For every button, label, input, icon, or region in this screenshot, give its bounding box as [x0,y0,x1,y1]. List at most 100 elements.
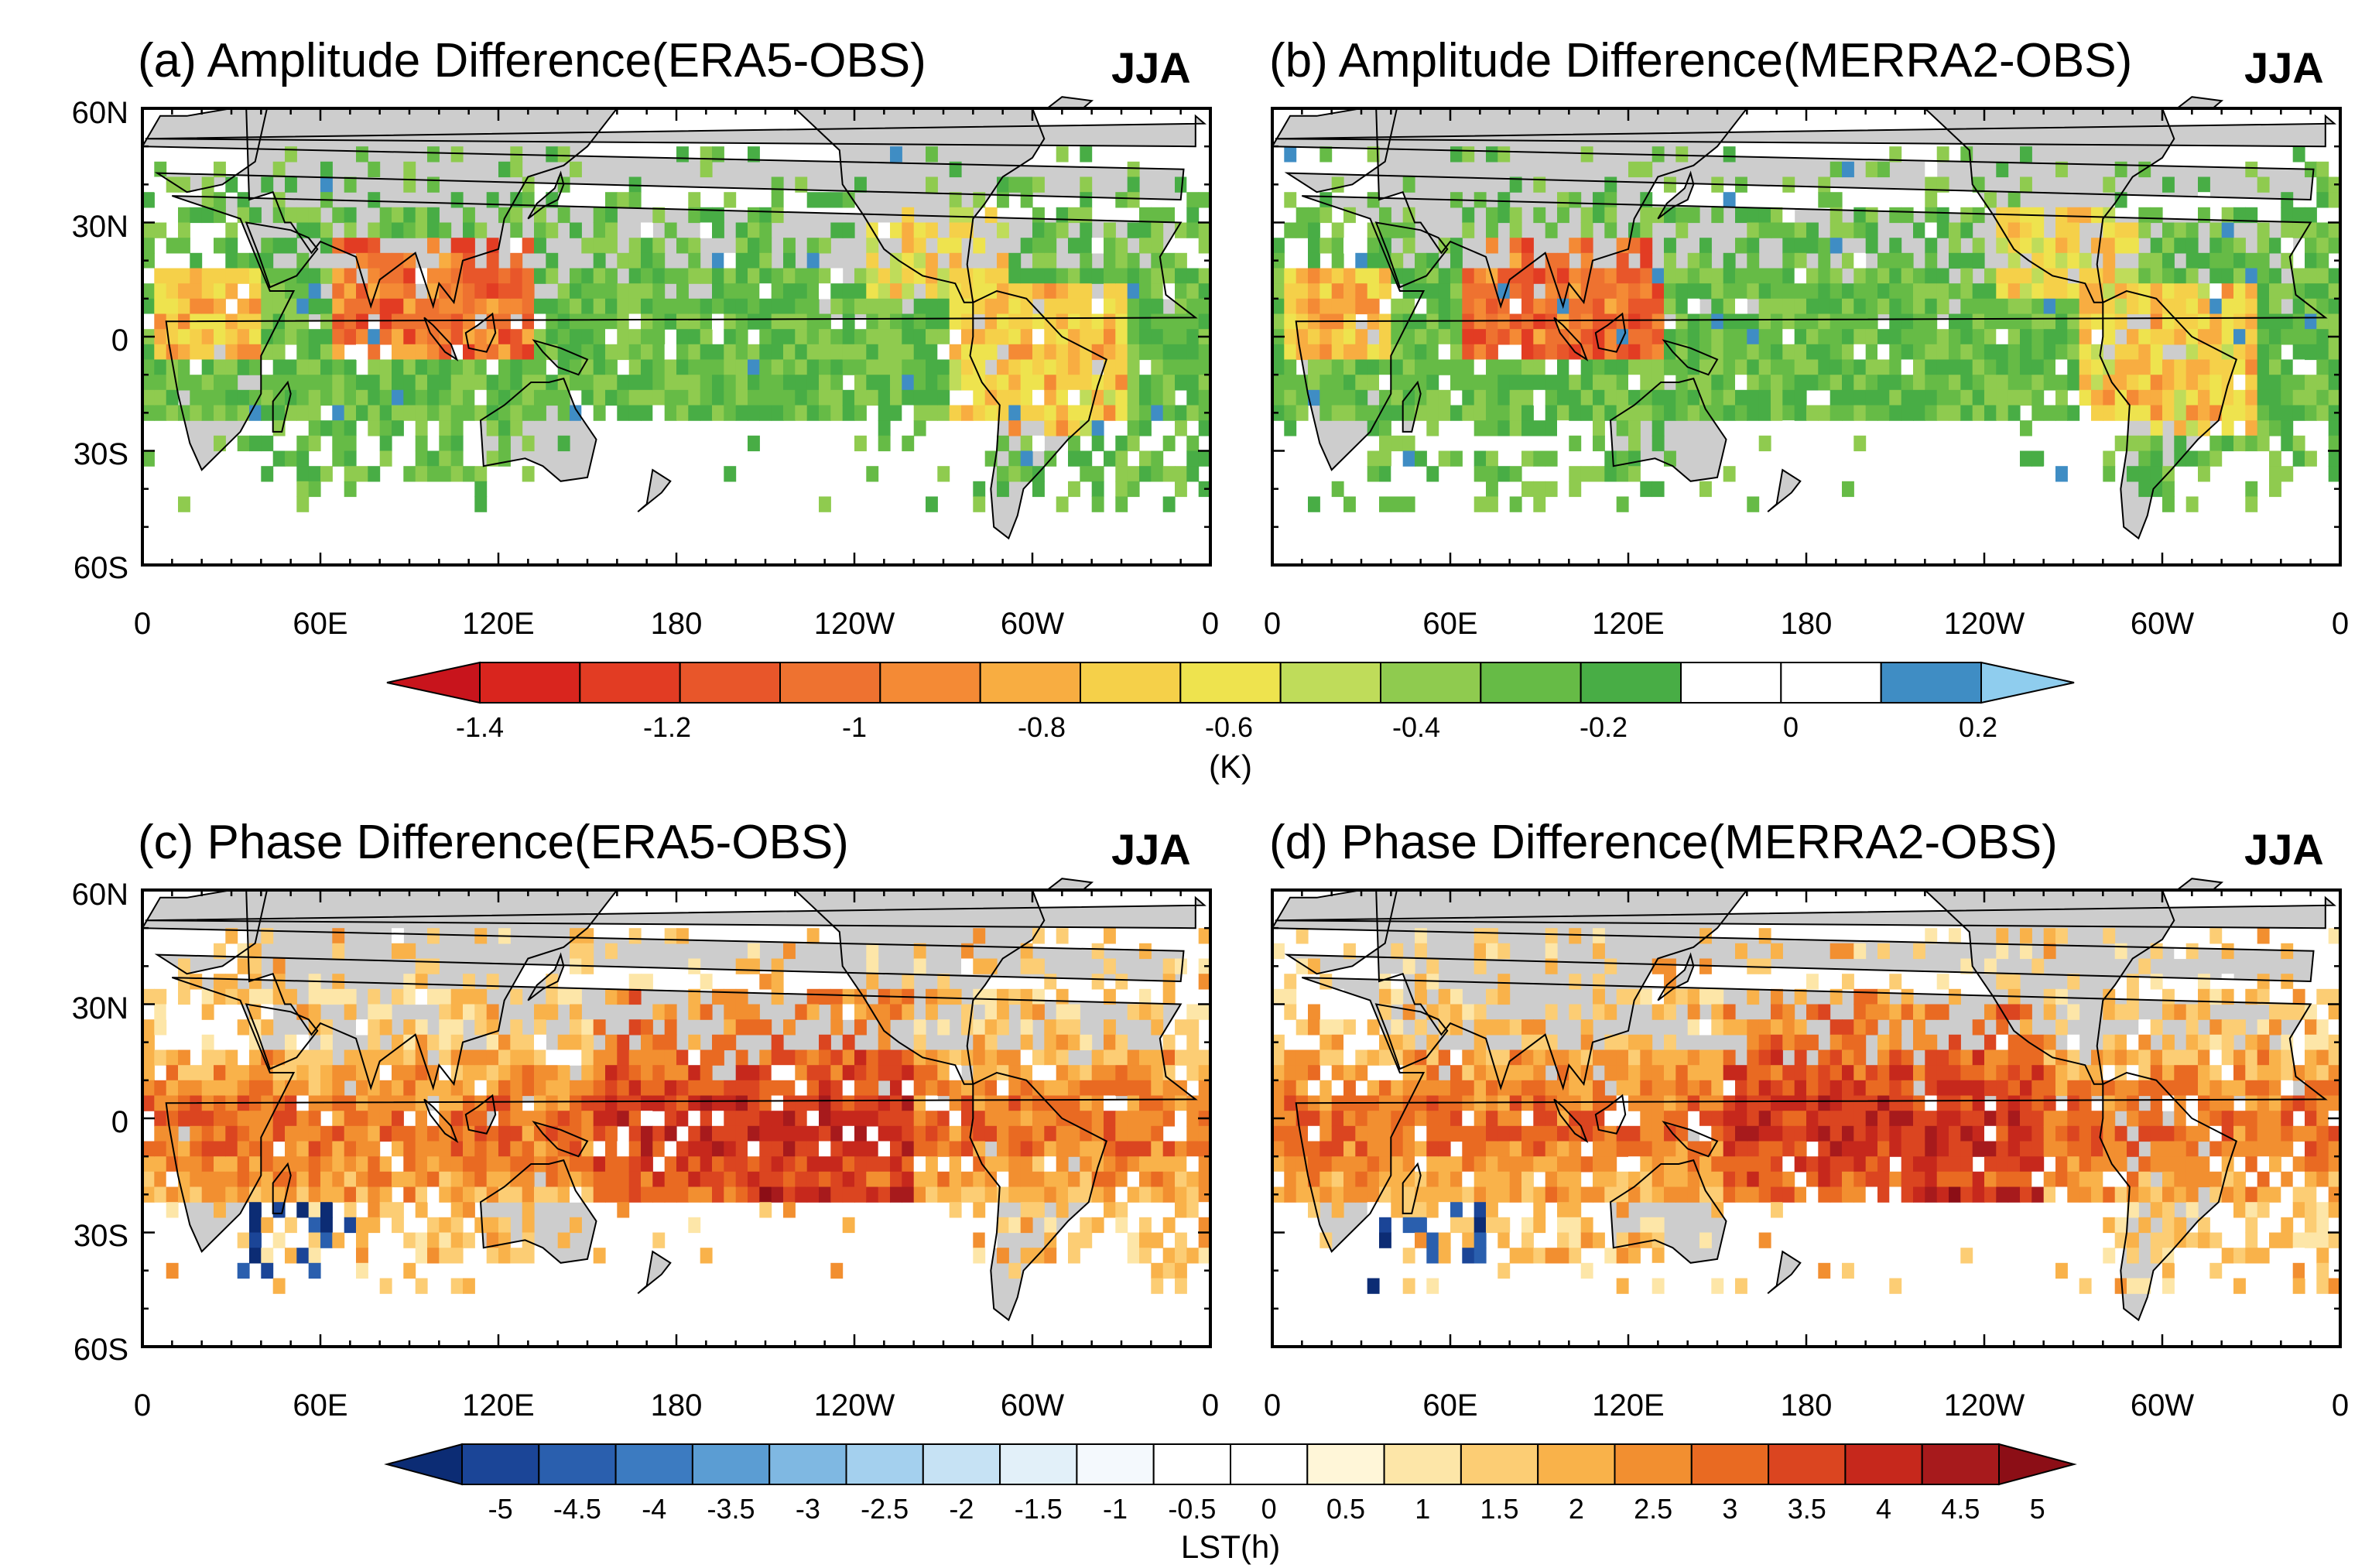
season-label: JJA [2244,43,2324,92]
data-cell [1925,192,1938,208]
data-cell [1020,375,1033,391]
data-cell [2150,420,2163,437]
data-cell [296,1034,310,1051]
data-cell [1497,1141,1511,1157]
data-cell [997,1019,1009,1036]
data-cell [1032,1049,1045,1066]
data-cell [1949,389,1961,406]
data-cell [984,1125,998,1142]
data-cell [2103,207,2116,224]
data-cell [142,313,155,330]
data-cell [2162,252,2175,269]
data-cell [450,1095,464,1111]
data-cell [1343,1186,1356,1203]
data-cell [296,329,310,345]
data-cell [1462,1065,1475,1081]
data-cell [450,1232,464,1248]
data-cell [178,268,190,284]
data-cell [1008,268,1022,284]
data-cell [379,283,392,300]
data-cell [2209,313,2223,330]
data-cell [142,1095,155,1111]
data-cell [1080,389,1093,406]
data-cell [1438,298,1451,315]
data-cell [463,1156,475,1173]
data-cell [664,268,677,284]
data-cell [1758,1019,1771,1036]
data-cell [617,252,630,269]
data-cell [1936,298,1949,315]
data-cell [2292,222,2305,238]
data-cell [368,420,381,437]
data-cell [1091,1217,1104,1234]
data-cell [1557,1202,1569,1218]
data-cell [392,928,404,944]
data-cell [510,238,523,254]
data-cell [961,1171,974,1188]
data-cell [1462,375,1475,391]
data-cell [902,1171,915,1188]
data-cell [427,389,440,406]
data-cell [570,988,582,1005]
data-cell [320,1171,333,1188]
data-cell [1771,1171,1783,1188]
data-cell [285,988,297,1005]
data-cell [854,1080,867,1097]
data-cell [2281,405,2294,421]
data-cell [926,1004,938,1020]
data-cell [1020,435,1033,452]
data-cell [2103,405,2116,421]
data-cell [427,1232,440,1248]
data-cell [641,1141,653,1157]
data-cell [1426,298,1439,315]
data-cell [356,313,368,330]
data-cell [1438,313,1451,330]
data-cell [308,1080,321,1097]
data-cell [154,389,167,406]
data-cell [201,1111,214,1127]
data-cell [1127,1080,1140,1097]
data-cell [664,1004,677,1020]
data-cell [1758,1049,1771,1066]
data-cell [1331,283,1344,300]
data-cell [2185,496,2199,512]
data-cell [1865,375,1878,391]
data-cell [1486,1080,1498,1097]
data-cell [1450,1004,1463,1020]
data-cell [379,1065,392,1081]
data-cell [403,988,416,1005]
data-cell [2067,252,2080,269]
data-cell [1020,405,1033,421]
data-cell [1355,1065,1368,1081]
data-cell [1272,283,1285,300]
data-cell [2127,375,2139,391]
data-cell [1604,1186,1617,1203]
data-cell [356,1095,368,1111]
y-tick-label: 60S [73,551,128,585]
data-cell [890,1095,902,1111]
data-cell [1545,1171,1558,1188]
data-cell [201,1141,214,1157]
data-cell [403,1080,416,1097]
data-cell [344,1125,357,1142]
data-cell [1127,1141,1140,1157]
data-cell [1829,313,1843,330]
data-cell [2043,298,2056,315]
data-cell [1794,344,1807,361]
data-cell [2138,222,2151,238]
data-cell [1474,1248,1487,1264]
data-cell [1604,1004,1617,1020]
data-cell [450,1141,464,1157]
data-cell [2138,450,2151,467]
data-cell [2281,375,2294,391]
data-cell [605,943,618,960]
data-cell [1640,1141,1653,1157]
data-cell [1569,1156,1582,1173]
data-cell [593,252,606,269]
data-cell [1557,313,1569,330]
data-cell [392,943,404,960]
data-cell [1640,375,1653,391]
data-cell [1758,1034,1771,1051]
data-cell [261,375,274,391]
data-cell [1296,1019,1309,1036]
